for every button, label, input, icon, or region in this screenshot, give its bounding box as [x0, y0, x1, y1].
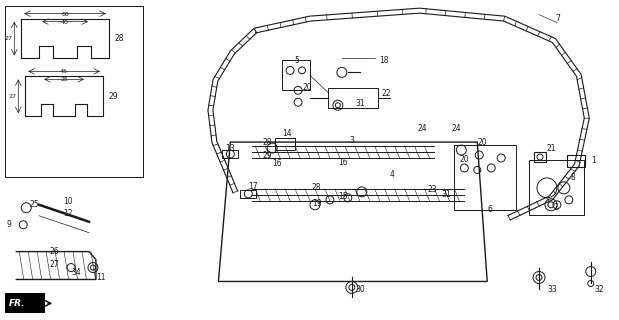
Bar	[529, 160, 584, 215]
Text: 6: 6	[487, 205, 492, 214]
Text: 11: 11	[96, 273, 105, 282]
Text: 29: 29	[262, 150, 272, 160]
Text: 15: 15	[338, 192, 347, 201]
Text: 45: 45	[60, 69, 68, 74]
Text: 28: 28	[115, 34, 124, 43]
Text: 31: 31	[356, 99, 365, 108]
Text: 28: 28	[262, 138, 272, 147]
Text: 26: 26	[49, 247, 59, 256]
Text: 14: 14	[282, 129, 292, 138]
Text: 1: 1	[591, 156, 595, 165]
Text: 25: 25	[29, 200, 39, 209]
Text: 60: 60	[61, 12, 69, 17]
Text: 24: 24	[451, 124, 461, 132]
Text: 12: 12	[63, 209, 72, 218]
Bar	[534, 152, 546, 162]
Text: 22: 22	[382, 89, 391, 98]
Text: 13: 13	[225, 144, 235, 153]
Bar	[275, 138, 295, 150]
Text: 21: 21	[547, 144, 556, 153]
Text: 28: 28	[312, 183, 321, 192]
Text: 5: 5	[294, 56, 299, 65]
Text: 7: 7	[555, 14, 560, 23]
Text: 20: 20	[477, 138, 487, 147]
Text: 31: 31	[441, 190, 451, 199]
Bar	[240, 190, 256, 198]
Text: 3: 3	[350, 136, 355, 145]
Bar	[6, 6, 143, 177]
Bar	[328, 88, 378, 108]
Text: 18: 18	[379, 56, 389, 65]
Text: 27: 27	[8, 94, 16, 99]
Text: 2: 2	[554, 203, 559, 212]
Bar	[222, 150, 238, 158]
Text: 9: 9	[6, 220, 11, 229]
Text: 17: 17	[248, 182, 258, 191]
Text: 33: 33	[547, 285, 556, 294]
Bar	[567, 155, 585, 167]
Text: 25: 25	[60, 77, 68, 82]
Text: 10: 10	[63, 197, 72, 206]
Text: 40: 40	[61, 20, 69, 25]
Bar	[282, 60, 310, 90]
Text: 19: 19	[312, 199, 322, 208]
Text: 24: 24	[418, 124, 427, 132]
Text: 29: 29	[109, 92, 118, 101]
Text: 4: 4	[389, 171, 394, 180]
Text: 8: 8	[571, 173, 576, 182]
Text: 32: 32	[595, 285, 604, 294]
Text: 27: 27	[49, 260, 59, 269]
Text: 16: 16	[272, 159, 282, 169]
Text: FR.: FR.	[9, 299, 26, 308]
Text: 20: 20	[302, 83, 311, 92]
Bar	[454, 145, 516, 210]
Text: 20: 20	[459, 156, 469, 164]
Text: 34: 34	[71, 268, 81, 277]
Text: 16: 16	[338, 158, 347, 167]
Text: 30: 30	[356, 285, 366, 294]
Text: 27: 27	[4, 36, 12, 41]
Text: 23: 23	[428, 185, 437, 194]
FancyBboxPatch shape	[6, 293, 45, 313]
